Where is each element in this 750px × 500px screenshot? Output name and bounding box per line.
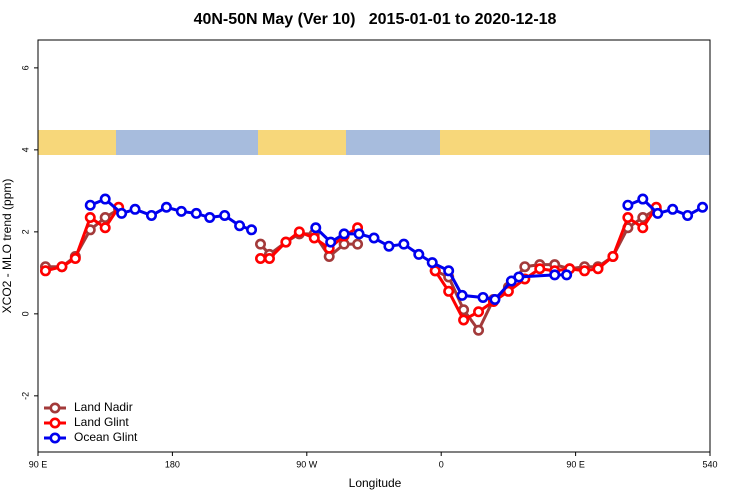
data-point [549,269,561,281]
data-point [352,238,364,250]
data-point [255,238,267,250]
data-point [622,212,634,224]
data-point [69,253,81,265]
data-point [489,293,501,305]
data-point [129,203,141,215]
legend-marker [49,417,61,429]
data-point [234,220,246,232]
data-point [84,212,96,224]
x-tick-label: 0 [439,459,444,469]
data-point [204,212,216,224]
data-point [443,265,455,277]
data-point [637,222,649,234]
data-point [39,265,51,277]
data-point [667,203,679,215]
data-point [338,228,350,240]
plot-frame [37,39,711,453]
data-point [513,271,525,283]
data-point [219,209,231,221]
data-point [246,224,258,236]
data-point [368,232,380,244]
data-point [534,263,546,275]
x-tick-label: 180 [165,459,180,469]
data-point [190,207,202,219]
legend-label: Ocean Glint [74,430,138,444]
x-tick-label: 90 E [566,459,585,469]
data-point [280,236,292,248]
data-point [473,324,485,336]
x-tick-label: 540 [702,459,717,469]
y-tick-label: 0 [20,311,30,316]
x-axis-label: Longitude [349,476,402,490]
data-point [84,199,96,211]
x-tick-label: 90 W [296,459,318,469]
y-tick-label: 2 [20,229,30,234]
data-point [255,253,267,265]
legend-marker [49,402,61,414]
data-point [561,269,573,281]
y-tick-label: 6 [20,65,30,70]
map-strip [38,130,710,155]
data-point [325,236,337,248]
series-line [433,206,658,323]
data-point [263,253,275,265]
data-point [458,314,470,326]
data-point [443,285,455,297]
x-tick-label: 90 E [29,459,48,469]
data-point [413,248,425,260]
legend-label: Land Glint [74,415,129,429]
y-tick-label: 4 [20,147,30,152]
data-point [607,250,619,262]
data-point [637,193,649,205]
data-point [160,201,172,213]
data-point [293,226,305,238]
data-point [353,228,365,240]
data-point [519,261,531,273]
chart-title: 40N-50N May (Ver 10) 2015-01-01 to 2020-… [194,11,557,28]
data-point [145,209,157,221]
data-point [56,261,68,273]
data-point [456,289,468,301]
data-point [592,263,604,275]
data-point [637,212,649,224]
data-point [398,238,410,250]
data-point [682,209,694,221]
data-point [477,291,489,303]
data-point [652,207,664,219]
data-point [473,306,485,318]
series-line [434,208,658,334]
data-point [99,193,111,205]
data-point [697,201,709,213]
data-point [99,222,111,234]
y-axis-label: XCO2 - MLO trend (ppm) [0,179,14,314]
legend-label: Land Nadir [74,400,133,414]
data-point [622,199,634,211]
data-point [99,212,111,224]
data-point [116,207,128,219]
data-point [383,240,395,252]
data-point [175,205,187,217]
data-point [308,232,320,244]
data-point [579,265,591,277]
data-point [426,257,438,269]
y-tick-label: -2 [20,392,30,400]
legend-marker [49,432,61,444]
data-point [310,222,322,234]
